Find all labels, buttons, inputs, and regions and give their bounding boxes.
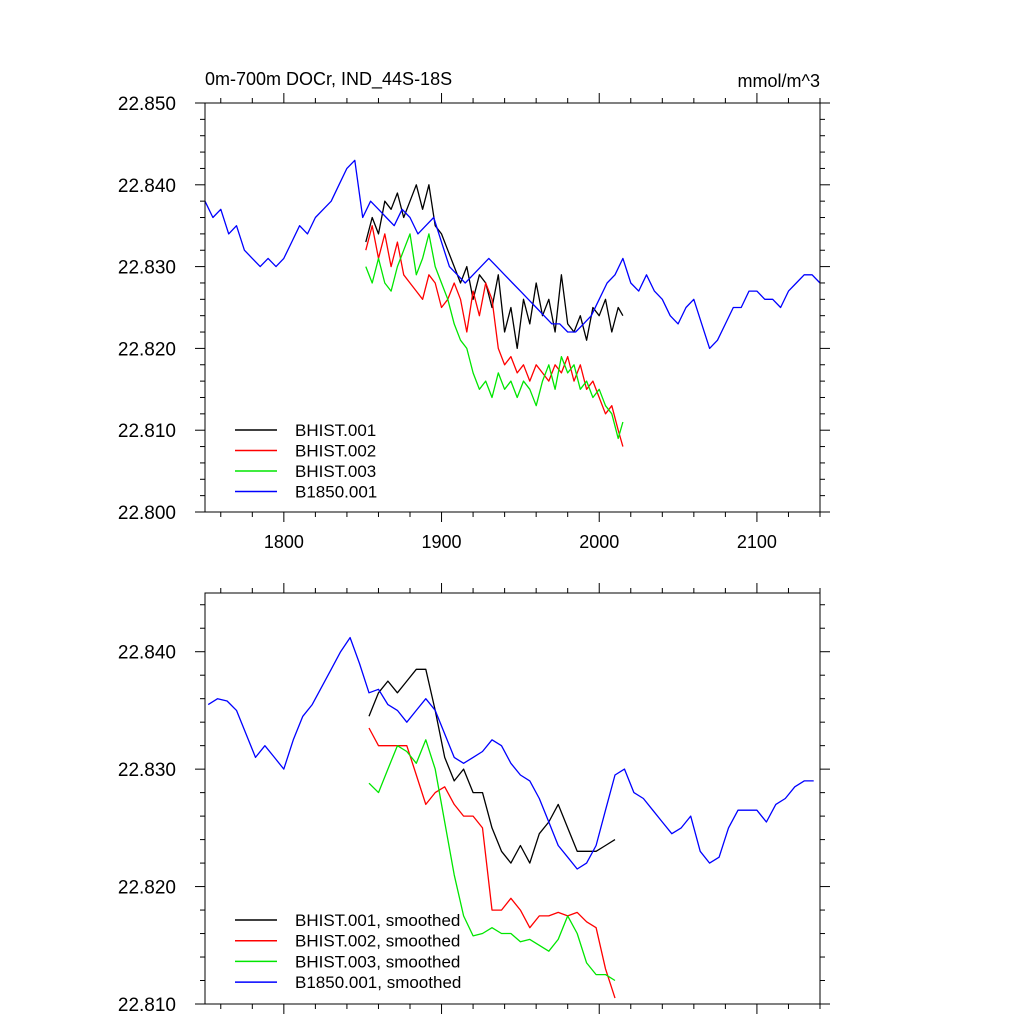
top-ticks-layer: 1800 1900 2000 2100 22.800 22.810 22.820 22.830… (118, 93, 830, 552)
x-tick-label: 1900 (422, 532, 462, 552)
series-line-1 (365, 184, 624, 350)
y-tick-label: 22.830 (118, 760, 176, 781)
legend-label: BHIST.003 (295, 462, 376, 481)
y-tick-label: 22.820 (118, 339, 176, 360)
chart-title: 0m-700m DOCr, IND_44S-18S (205, 69, 452, 90)
x-tick-label: 2100 (737, 532, 777, 552)
x-tick-label: 1800 (264, 532, 304, 552)
bottom-panel: 22.810 22.820 22.830 22.840 BHIST.001, smoo… (118, 583, 830, 1016)
y-tick-label: 22.850 (118, 94, 176, 115)
legend-label: BHIST.001, smoothed (295, 911, 460, 930)
legend-label: B1850.001, smoothed (295, 973, 461, 992)
y-tick-label: 22.840 (118, 176, 176, 197)
y-tick-label: 22.810 (118, 995, 176, 1016)
series-line-3 (365, 233, 624, 440)
legend-label: B1850.001 (295, 483, 377, 502)
legend-label: BHIST.001 (295, 421, 376, 440)
y-tick-label: 22.820 (118, 878, 176, 899)
top-series-layer (204, 159, 821, 447)
legend-label: BHIST.002, smoothed (295, 932, 460, 951)
top-panel: 0m-700m DOCr, IND_44S-18S mmol/m^3 1800 1… (118, 69, 830, 552)
series-line-1 (368, 668, 616, 864)
y-tick-label: 22.830 (118, 258, 176, 279)
y-tick-label: 22.810 (118, 421, 176, 442)
x-tick-label: 2000 (579, 532, 619, 552)
bottom-ticks-layer: 22.810 22.820 22.830 22.840 (118, 583, 830, 1016)
series-line-2 (365, 225, 624, 447)
bottom-series-layer (207, 636, 814, 999)
series-line-4 (204, 159, 821, 350)
series-line-4 (207, 636, 814, 870)
y-tick-label: 22.840 (118, 643, 176, 664)
bottom-legend: BHIST.001, smoothed BHIST.002, smoothedBH… (235, 911, 461, 992)
legend-label: BHIST.003, smoothed (295, 952, 460, 971)
series-line-3 (368, 739, 616, 982)
y-tick-label: 22.800 (118, 503, 176, 524)
legend-label: BHIST.002 (295, 442, 376, 461)
bottom-plot-frame (204, 592, 821, 1005)
units-label: mmol/m^3 (738, 71, 820, 91)
top-plot-frame (204, 102, 821, 513)
